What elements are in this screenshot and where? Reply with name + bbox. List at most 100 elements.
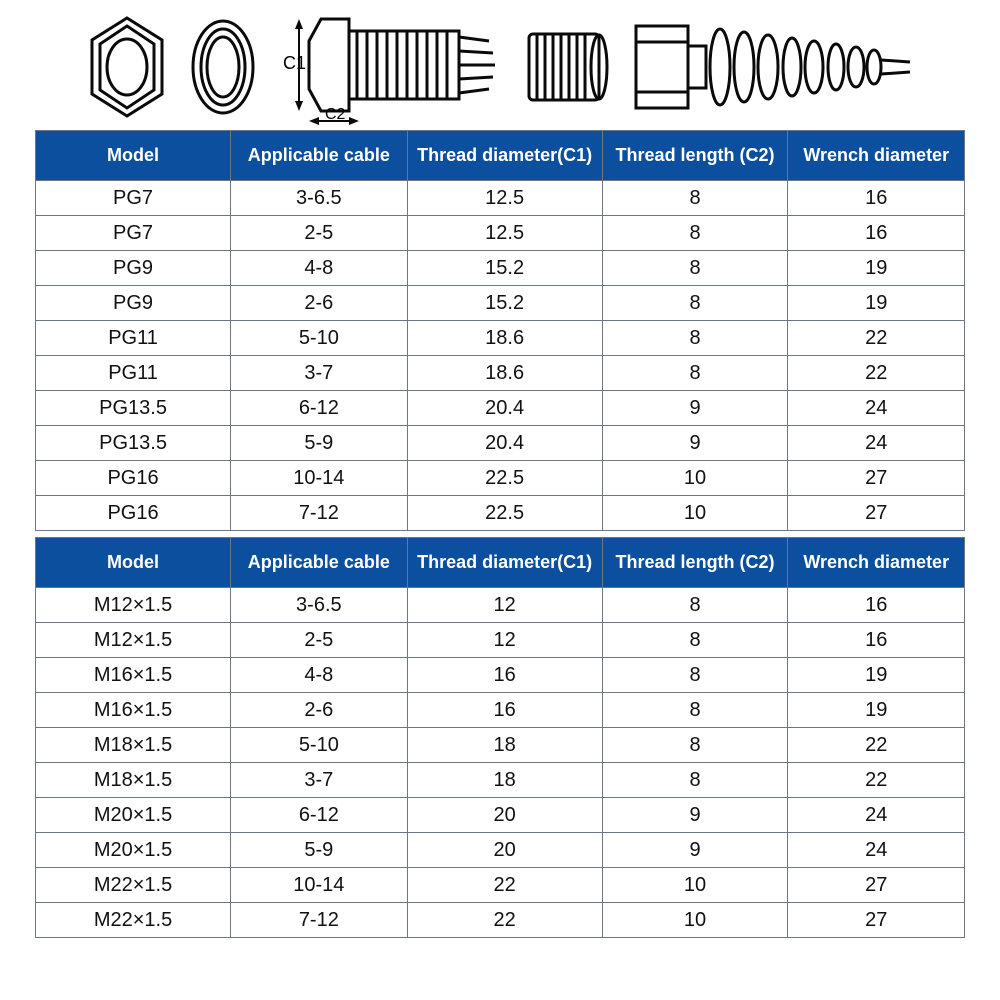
table-cell: 18.6 (407, 356, 602, 391)
table-cell: 12.5 (407, 216, 602, 251)
table-cell: 20 (407, 833, 602, 868)
table-cell: M22×1.5 (36, 868, 231, 903)
table-cell: 9 (602, 833, 788, 868)
table-row: PG167-1222.51027 (36, 496, 965, 531)
table-cell: 5-9 (231, 426, 408, 461)
table-cell: 19 (788, 693, 965, 728)
table-cell: 8 (602, 321, 788, 356)
table-row: M22×1.510-14221027 (36, 868, 965, 903)
table-cell: 15.2 (407, 286, 602, 321)
col-model: Model (36, 538, 231, 588)
table-cell: 5-10 (231, 728, 408, 763)
table-cell: 5-9 (231, 833, 408, 868)
table-row: M18×1.53-718822 (36, 763, 965, 798)
table-cell: 15.2 (407, 251, 602, 286)
table-cell: 22.5 (407, 461, 602, 496)
table-cell: M22×1.5 (36, 903, 231, 938)
table-cell: 16 (788, 623, 965, 658)
table-cell: 10 (602, 868, 788, 903)
table-cell: 2-5 (231, 623, 408, 658)
table-cell: 3-6.5 (231, 181, 408, 216)
locknut-icon (82, 12, 172, 122)
table-cell: 22 (788, 763, 965, 798)
strain-relief-icon (628, 12, 918, 122)
col-c1: Thread diameter(C1) (407, 131, 602, 181)
table-cell: PG11 (36, 356, 231, 391)
table-cell: 7-12 (231, 903, 408, 938)
table-row: PG73-6.512.5816 (36, 181, 965, 216)
table-cell: 18 (407, 763, 602, 798)
table-cell: 16 (788, 588, 965, 623)
table-cell: PG9 (36, 286, 231, 321)
table-cell: 8 (602, 658, 788, 693)
table-cell: 12 (407, 588, 602, 623)
table-cell: M16×1.5 (36, 658, 231, 693)
table-cell: 19 (788, 658, 965, 693)
table-cell: 8 (602, 286, 788, 321)
table-cell: 6-12 (231, 798, 408, 833)
table-cell: 16 (407, 658, 602, 693)
col-model: Model (36, 131, 231, 181)
table-cell: 20.4 (407, 391, 602, 426)
c1-label: C1 (283, 53, 306, 73)
spec-table-pg: Model Applicable cable Thread diameter(C… (35, 130, 965, 531)
table-cell: 8 (602, 623, 788, 658)
table-cell: 27 (788, 496, 965, 531)
table-cell: 8 (602, 356, 788, 391)
table-cell: 10-14 (231, 461, 408, 496)
page-root: C1 C2 (0, 0, 1000, 1000)
table-cell: 3-6.5 (231, 588, 408, 623)
table-row: M12×1.52-512816 (36, 623, 965, 658)
table-row: M22×1.57-12221027 (36, 903, 965, 938)
table-cell: 8 (602, 251, 788, 286)
table-cell: 20 (407, 798, 602, 833)
table-cell: M20×1.5 (36, 798, 231, 833)
table-cell: M16×1.5 (36, 693, 231, 728)
table-cell: 4-8 (231, 251, 408, 286)
table-row: PG115-1018.6822 (36, 321, 965, 356)
table-cell: 18 (407, 728, 602, 763)
c2-label: C2 (325, 106, 346, 123)
table-cell: 4-8 (231, 658, 408, 693)
table-cell: PG13.5 (36, 426, 231, 461)
table-cell: M12×1.5 (36, 588, 231, 623)
table-cell: 22 (407, 903, 602, 938)
table-cell: 12.5 (407, 181, 602, 216)
table-cell: 27 (788, 868, 965, 903)
table-cell: 10-14 (231, 868, 408, 903)
table-cell: 9 (602, 798, 788, 833)
table-cell: 19 (788, 251, 965, 286)
table-cell: 24 (788, 798, 965, 833)
table-cell: PG16 (36, 461, 231, 496)
table-cell: PG11 (36, 321, 231, 356)
table-cell: 8 (602, 216, 788, 251)
table-head: Model Applicable cable Thread diameter(C… (36, 131, 965, 181)
table-row: PG13.55-920.4924 (36, 426, 965, 461)
table-cell: 22 (407, 868, 602, 903)
table-row: M18×1.55-1018822 (36, 728, 965, 763)
table-cell: 16 (788, 216, 965, 251)
table-cell: 16 (407, 693, 602, 728)
spec-table-metric: Model Applicable cable Thread diameter(C… (35, 537, 965, 938)
table-cell: 27 (788, 461, 965, 496)
table-cell: 24 (788, 426, 965, 461)
table-cell: 6-12 (231, 391, 408, 426)
col-wrench: Wrench diameter (788, 538, 965, 588)
table-row: PG1610-1422.51027 (36, 461, 965, 496)
table-cell: 10 (602, 461, 788, 496)
washer-icon (186, 12, 261, 122)
table-cell: 8 (602, 728, 788, 763)
table-cell: M20×1.5 (36, 833, 231, 868)
col-wrench: Wrench diameter (788, 131, 965, 181)
table-cell: 12 (407, 623, 602, 658)
product-diagram: C1 C2 (35, 0, 965, 130)
table-cell: 8 (602, 763, 788, 798)
table-cell: M18×1.5 (36, 728, 231, 763)
table-cell: 24 (788, 391, 965, 426)
col-c2: Thread length (C2) (602, 131, 788, 181)
table-row: M16×1.52-616819 (36, 693, 965, 728)
seal-icon (519, 12, 614, 122)
col-cable: Applicable cable (231, 538, 408, 588)
table-cell: 10 (602, 903, 788, 938)
table-cell: 24 (788, 833, 965, 868)
